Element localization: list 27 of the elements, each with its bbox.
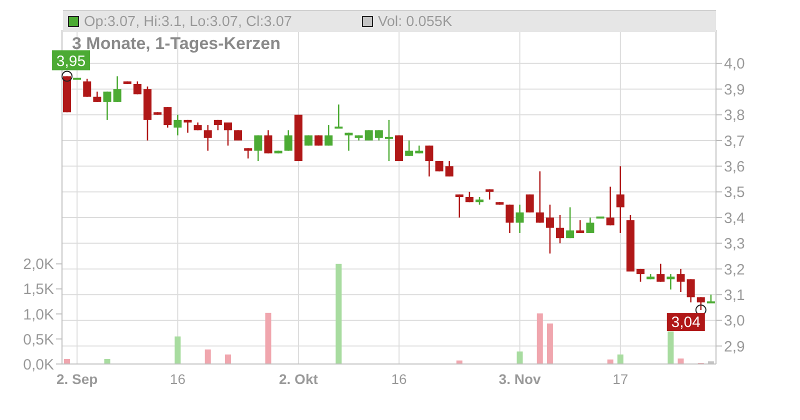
y-tick-label: 4,0 xyxy=(724,56,745,73)
annotation: 3,04 xyxy=(671,314,701,332)
chart-title: 3 Monate, 1-Tages-Kerzen xyxy=(72,34,280,54)
y-tick-label: 3,2 xyxy=(724,261,745,278)
x-tick-label: 2. Okt xyxy=(278,371,318,387)
x-tick-label: 17 xyxy=(612,371,628,387)
y2-tick-label: 2,0K xyxy=(23,256,54,274)
x-tick-label: 16 xyxy=(391,371,408,387)
y-tick-label: 3,6 xyxy=(724,158,745,176)
y-tick-label: 3,5 xyxy=(724,184,745,202)
y-tick-label: 3,3 xyxy=(724,236,745,253)
y-tick-label: 3,8 xyxy=(724,107,745,124)
y2-tick-label: 0,0K xyxy=(23,356,54,374)
y2-tick-label: 0,5K xyxy=(23,331,54,348)
y2-tick-label: 1,5K xyxy=(23,281,54,298)
x-tick-label: 2. Sep xyxy=(56,371,98,387)
x-tick-label: 16 xyxy=(170,371,186,387)
x-tick-label: 3. Nov xyxy=(498,371,542,387)
y-tick-label: 3,1 xyxy=(724,286,745,304)
y-tick-label: 3,7 xyxy=(724,132,745,150)
y-tick-label: 3,0 xyxy=(724,312,745,330)
y2-tick-label: 1,0K xyxy=(23,306,54,324)
y-tick-label: 3,9 xyxy=(724,81,745,98)
y-tick-label: 2,9 xyxy=(724,338,745,356)
header-strip: Op:3.07, Hi:3.1, Lo:3.07, Cl:3.07 Vol: 0.055K xyxy=(63,10,716,32)
y-tick-label: 3,4 xyxy=(724,210,745,227)
annotation: 3,95 xyxy=(56,53,86,70)
